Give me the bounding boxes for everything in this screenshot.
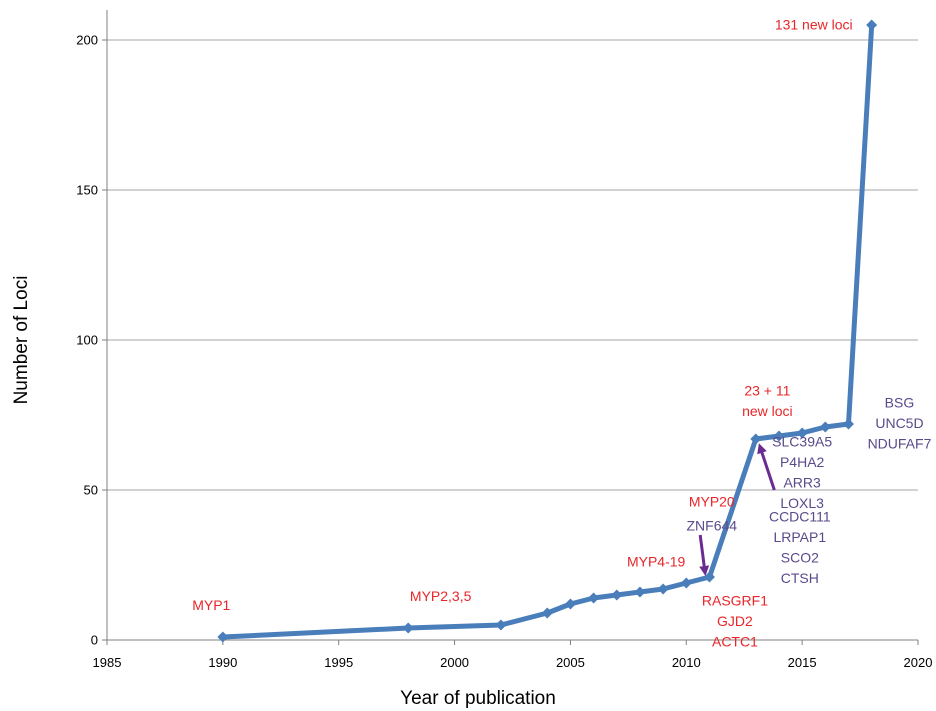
annotation-line: ACTC1 [712,634,758,650]
annotation-line: MYP20 [689,494,735,510]
annotation-line: SCO2 [781,550,819,566]
annotation-loci131: 131 new loci [775,17,853,33]
annotation-line: NDUFAF7 [868,436,932,452]
x-tick-label-2020: 2020 [904,655,933,670]
data-point-2015 [796,427,808,439]
data-point-1990 [217,631,229,643]
annotation-line: 23 + 11 [744,383,790,399]
data-point-2005 [564,598,576,610]
annotation-line: new loci [742,403,793,419]
annotation-myp419: MYP4-19 [627,554,686,570]
data-point-2002 [495,619,507,631]
annotation-line: GJD2 [717,613,753,629]
y-tick-label-50: 50 [84,483,98,498]
data-point-2010 [680,577,692,589]
x-tick-label-2005: 2005 [556,655,585,670]
x-tick-label-1985: 1985 [93,655,122,670]
annotation-myp20: MYP20 [689,494,735,510]
annotation-myp1: MYP1 [192,597,230,613]
annotation-slc39a5: SLC39A5 P4HA2 ARR3 LOXL3 [772,434,832,512]
x-tick-label-1990: 1990 [208,655,237,670]
annotation-line: MYP1 [192,597,230,613]
annotation-ccdc111: CCDC111 LRPAP1 SCO2 CTSH [769,509,831,587]
data-point-2004 [541,607,553,619]
annotation-line: LOXL3 [780,495,824,511]
annotations: MYP1 MYP2,3,5 MYP4-19 MYP20 ZNF644 RASGRF1 GJD… [192,17,931,650]
x-tick-label-2000: 2000 [440,655,469,670]
data-point-2018 [866,19,878,31]
series-locus-count [217,19,878,643]
annotation-line: 131 new loci [775,17,853,33]
data-point-2013 [750,433,762,445]
data-point-2006 [588,592,600,604]
data-point-2008 [634,586,646,598]
annotation-bsg: BSG UNC5D NDUFAF7 [868,395,932,452]
annotation-line: CCDC111 [769,509,831,525]
annotation-line: ZNF644 [686,518,737,534]
annotation-line: LRPAP1 [773,529,826,545]
gridlines [107,39,918,491]
annotation-line: MYP4-19 [627,554,686,570]
y-tick-label-200: 200 [76,33,98,48]
annotation-znf644: ZNF644 [686,518,737,534]
annotation-myp235: MYP2,3,5 [410,588,472,604]
annotation-line: SLC39A5 [772,434,832,450]
data-point-2007 [611,589,623,601]
annotation-line: BSG [885,395,915,411]
annotation-line: P4HA2 [780,454,825,470]
x-axis-title: Year of publication [400,688,556,709]
x-tick-label-2015: 2015 [788,655,817,670]
data-point-2016 [819,421,831,433]
data-point-2014 [773,430,785,442]
arrow-ccdc111 [757,443,776,491]
arrow-myp20 [698,534,710,576]
data-point-2017 [842,418,854,430]
series-line [220,22,875,640]
annotation-loci2311: 23 + 11 new loci [742,383,793,420]
annotation-arrows [698,443,776,576]
annotation-line: ARR3 [783,475,821,491]
x-tick-label-2010: 2010 [672,655,701,670]
y-tick-label-100: 100 [76,333,98,348]
annotation-line: UNC5D [875,415,923,431]
annotation-line: MYP2,3,5 [410,588,472,604]
annotation-line: CTSH [781,570,819,586]
annotation-rasgrf1: RASGRF1 GJD2 ACTC1 [702,593,768,650]
x-tick-label-1995: 1995 [324,655,353,670]
y-axis-title: Number of Loci [11,276,32,405]
y-tick-label-0: 0 [91,633,98,648]
y-tick-label-150: 150 [76,183,98,198]
data-point-1998 [402,622,414,634]
annotation-line: RASGRF1 [702,593,768,609]
tick-labels: 0 50 100 150 200 1985 1990 1995 2000 2005 2010 2015… [76,33,932,671]
data-point-2009 [657,583,669,595]
